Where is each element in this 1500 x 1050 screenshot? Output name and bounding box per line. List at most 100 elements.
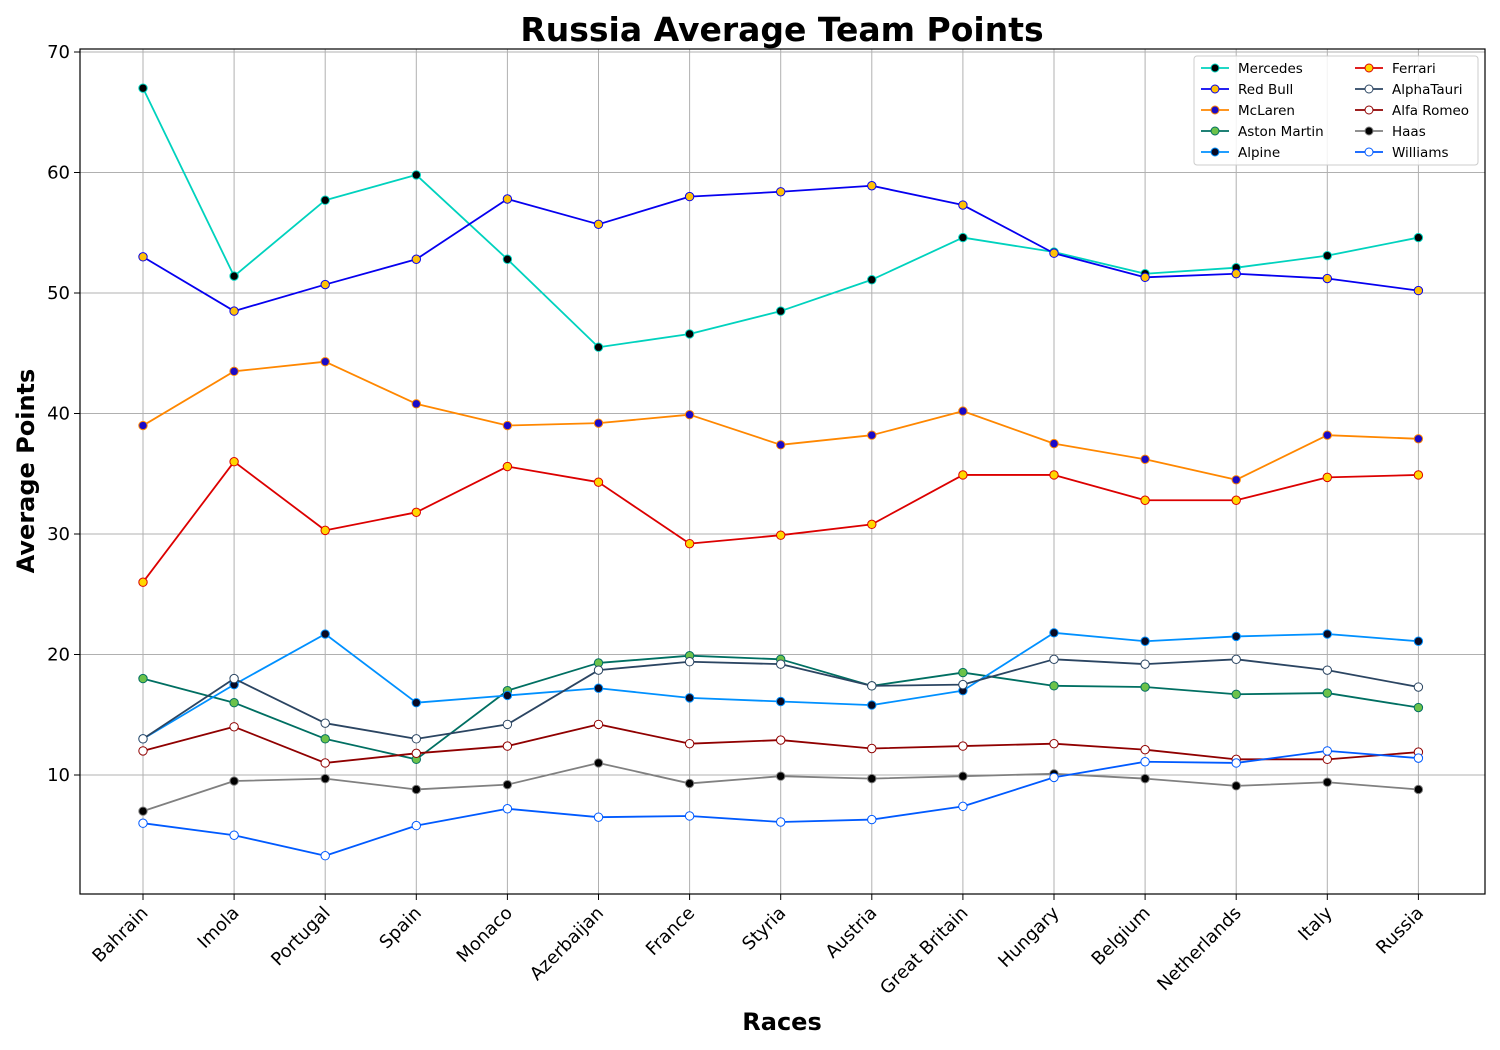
data-point [867, 681, 877, 691]
x-tick-label: Spain [375, 903, 425, 953]
data-point [1231, 631, 1241, 642]
data-point [1322, 777, 1333, 787]
series-mclaren [138, 356, 1424, 485]
legend-label: Ferrari [1392, 61, 1436, 77]
data-point [138, 673, 148, 684]
data-point [1140, 744, 1150, 755]
x-tick-label: Great Britain [876, 903, 972, 999]
data-point [776, 771, 786, 781]
x-tick-label: Imola [194, 903, 244, 953]
data-point [502, 420, 513, 431]
data-point [1231, 781, 1241, 791]
legend-label: Williams [1392, 145, 1449, 161]
data-point [1322, 754, 1333, 765]
data-point [229, 722, 239, 732]
data-point [867, 773, 877, 784]
data-point [138, 83, 148, 93]
data-point [958, 200, 968, 210]
data-point [1049, 681, 1059, 691]
data-point [320, 734, 330, 744]
data-point [229, 271, 239, 281]
data-point [138, 734, 148, 744]
y-axis-ticks: 10 20 30 40 50 60 70 [47, 42, 80, 786]
legend-marker [1364, 105, 1374, 115]
data-point [958, 741, 968, 751]
data-point [684, 538, 695, 549]
data-point [502, 741, 513, 751]
data-point [684, 811, 695, 821]
data-point [776, 306, 786, 316]
data-point [229, 366, 239, 377]
x-tick-label: Bahrain [88, 903, 152, 967]
legend-label: Haas [1392, 124, 1426, 140]
legend-label: Mercedes [1238, 61, 1303, 77]
series-red-bull [138, 181, 1424, 316]
series-williams [138, 746, 1424, 861]
legend-label: Alpine [1238, 145, 1280, 161]
data-point [320, 851, 330, 861]
data-point [411, 784, 421, 795]
data-point [1231, 758, 1241, 768]
data-point [138, 746, 148, 756]
data-point [684, 410, 695, 420]
data-point [593, 477, 604, 487]
y-tick-label: 50 [47, 283, 70, 304]
data-point [320, 356, 330, 367]
data-point [1322, 665, 1333, 675]
data-point [593, 219, 604, 230]
data-point [1231, 689, 1241, 699]
data-point [684, 191, 695, 202]
legend-marker [1210, 105, 1220, 115]
data-point [867, 743, 877, 754]
data-point [1231, 475, 1241, 485]
data-point [1140, 495, 1150, 505]
data-point [1413, 285, 1424, 296]
data-point [502, 254, 513, 264]
data-point [593, 812, 604, 822]
data-point [593, 665, 604, 675]
data-point [776, 659, 786, 669]
x-axis-ticks: Bahrain Imola Portugal Spain Monaco Azerbaija… [88, 894, 1428, 999]
data-point [1140, 454, 1150, 464]
data-point [776, 817, 786, 827]
data-point [1049, 470, 1059, 480]
legend-label: Aston Martin [1238, 124, 1324, 140]
legend-label: AlphaTauri [1392, 82, 1463, 98]
x-tick-label: Austria [822, 903, 882, 963]
data-point [1413, 470, 1424, 480]
series-alfa-romeo [138, 719, 1424, 768]
legend: Mercedes Red Bull McLaren Aston Martin Alpin… [1193, 55, 1479, 166]
y-tick-label: 20 [47, 645, 70, 666]
data-point [867, 275, 877, 285]
data-point [502, 461, 513, 472]
plot-frame [79, 48, 1486, 895]
data-point [411, 254, 421, 264]
x-tick-label: Azerbaijan [526, 903, 608, 985]
data-point [593, 683, 604, 693]
data-point [593, 342, 604, 352]
legend-marker [1364, 84, 1374, 94]
y-tick-label: 30 [47, 524, 70, 545]
data-point [867, 181, 877, 191]
data-point [411, 507, 421, 518]
data-point [958, 771, 968, 781]
data-point [229, 698, 239, 708]
data-point [776, 696, 786, 707]
grid-lines [80, 49, 1485, 894]
data-point [684, 693, 695, 703]
series-aston-martin [138, 651, 1424, 765]
data-point [320, 195, 330, 205]
data-point [958, 801, 968, 812]
data-point [1140, 682, 1150, 692]
data-point [1413, 636, 1424, 646]
data-point [138, 252, 148, 262]
data-point [1322, 688, 1333, 698]
data-point [320, 629, 330, 639]
data-point [867, 519, 877, 530]
x-axis-label: Races [742, 1008, 821, 1036]
data-point [1049, 628, 1059, 638]
data-point [1231, 495, 1241, 505]
legend-item: Aston Martin [1201, 124, 1324, 140]
data-point [684, 657, 695, 667]
